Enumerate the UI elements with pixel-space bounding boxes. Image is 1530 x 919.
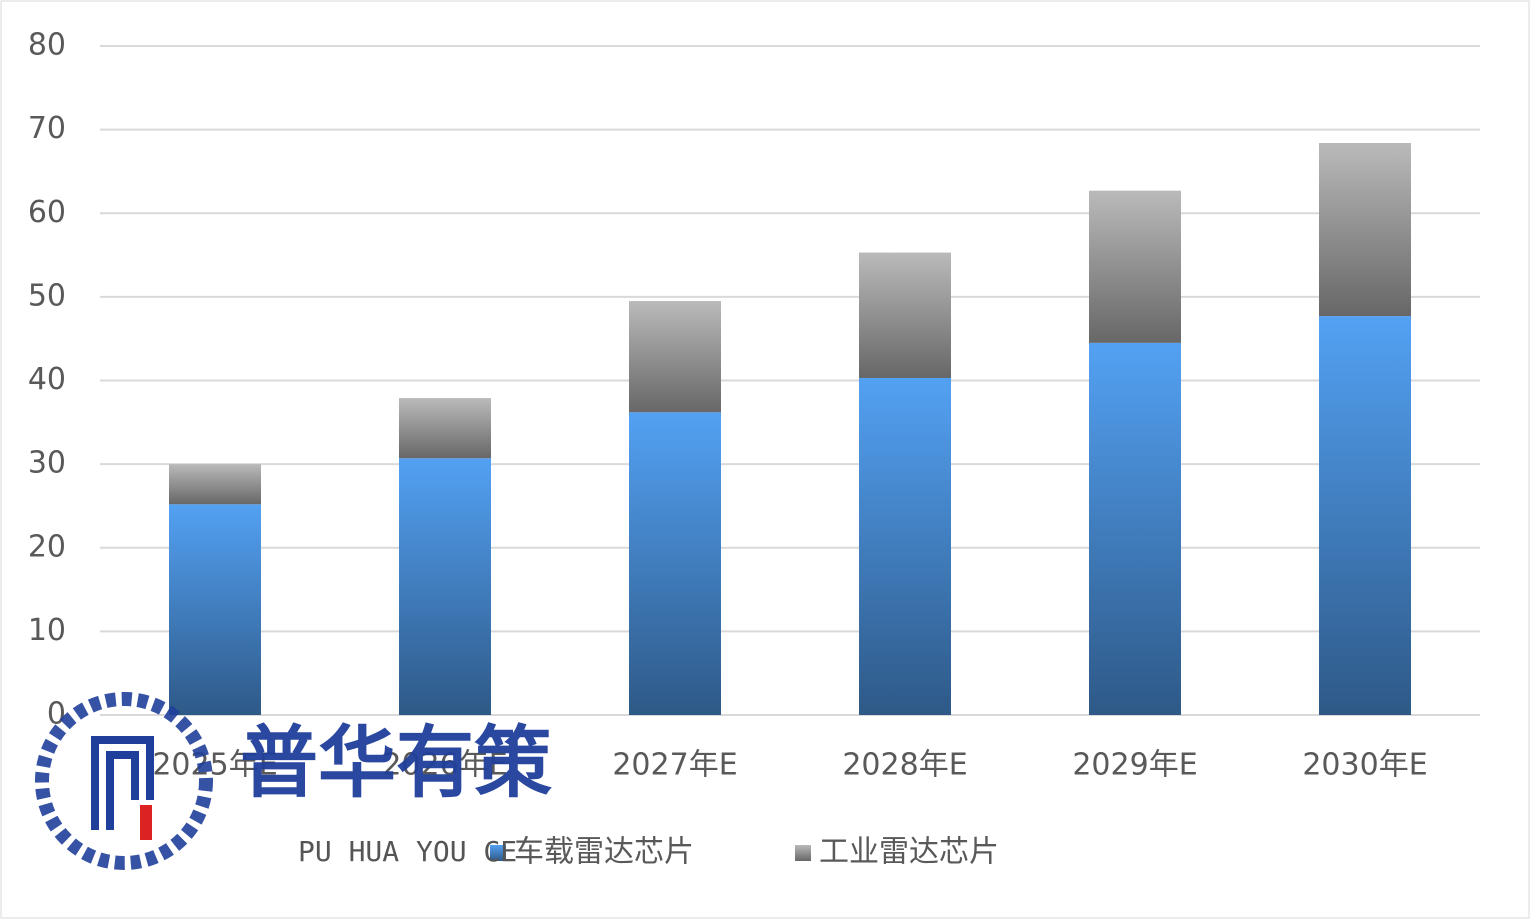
legend-swatch (795, 845, 811, 861)
watermark: 普华有策 PU HUA YOU CE (35, 692, 552, 870)
bar-segment (1089, 342, 1181, 715)
watermark-logo (35, 692, 213, 870)
bar-segment (169, 464, 261, 505)
y-tick-label: 0 (47, 697, 66, 732)
bar-segment (399, 398, 491, 459)
x-tick-label: 2028年E (842, 748, 967, 783)
bar-segment (169, 504, 261, 715)
x-tick-label: 2025年E (152, 748, 277, 783)
watermark-logo-dot (140, 805, 152, 840)
y-tick-label: 40 (28, 362, 66, 397)
bar-segment (1089, 190, 1181, 343)
y-tick-label: 50 (28, 278, 66, 313)
bar-segment (1319, 316, 1411, 715)
y-tick-label: 80 (28, 28, 66, 63)
bar-segment (1319, 143, 1411, 317)
bar-segment (629, 412, 721, 715)
bar-segment (859, 252, 951, 378)
bar-segment (399, 458, 491, 715)
watermark-title: 普华有策 (240, 718, 552, 808)
watermark-logo-mark (91, 736, 154, 830)
y-tick-label: 20 (28, 529, 66, 564)
y-tick-label: 30 (28, 446, 66, 481)
watermark-subtitle: PU HUA YOU CE (298, 835, 517, 868)
y-tick-label: 60 (28, 195, 66, 230)
y-tick-label: 70 (28, 111, 66, 146)
x-tick-label: 2027年E (612, 748, 737, 783)
bar-segment (859, 377, 951, 715)
legend-label: 工业雷达芯片 (819, 835, 999, 870)
y-tick-label: 10 (28, 613, 66, 648)
x-tick-label: 2029年E (1072, 748, 1197, 783)
legend-swatch (490, 845, 506, 861)
bar-segment (629, 301, 721, 413)
legend-label: 车载雷达芯片 (514, 835, 694, 870)
x-tick-label: 2026年E (382, 748, 507, 783)
x-tick-label: 2030年E (1302, 748, 1427, 783)
